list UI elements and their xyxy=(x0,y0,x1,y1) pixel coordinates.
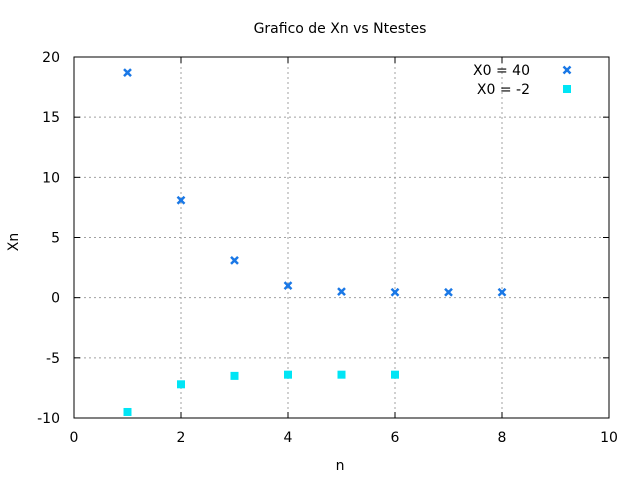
x-tick-label: 10 xyxy=(600,430,618,446)
data-point-series-2 xyxy=(177,380,185,389)
data-point-series-1 xyxy=(176,195,186,205)
y-tick-label: 15 xyxy=(42,110,60,126)
y-tick-label: -5 xyxy=(46,351,60,367)
y-axis-label: Xn xyxy=(6,233,22,251)
legend: X0 = 40 X0 = -2 xyxy=(473,63,572,98)
data-point-series-1 xyxy=(444,287,453,297)
data-point-series-2 xyxy=(391,370,399,379)
y-tick-label: 10 xyxy=(42,170,60,186)
data-point-series-1 xyxy=(123,68,132,78)
x-tick-label: 2 xyxy=(177,430,186,446)
legend-label-series-2: X0 = -2 xyxy=(477,82,530,98)
data-point-series-1 xyxy=(283,281,293,291)
data-point-series-2 xyxy=(337,370,346,379)
x-tick-label: 4 xyxy=(284,430,293,446)
data-points xyxy=(123,68,507,416)
axis-ticks: 0 2 4 6 8 10 -10 -5 0 5 10 15 20 xyxy=(37,50,618,446)
data-point-series-1 xyxy=(497,287,507,297)
grid xyxy=(74,57,609,418)
x-tick-label: 8 xyxy=(498,430,507,446)
data-point-series-2 xyxy=(230,371,239,380)
y-tick-label: 5 xyxy=(51,231,60,247)
y-tick-label: -10 xyxy=(37,411,60,427)
y-tick-label: 0 xyxy=(51,291,60,307)
data-point-series-1 xyxy=(230,255,239,265)
data-point-series-2 xyxy=(123,407,132,416)
x-tick-label: 0 xyxy=(70,430,79,446)
data-point-series-1 xyxy=(337,287,346,297)
data-point-series-2 xyxy=(284,370,292,379)
data-point-series-1 xyxy=(390,287,400,297)
x-tick-label: 6 xyxy=(391,430,400,446)
legend-label-series-1: X0 = 40 xyxy=(473,63,530,79)
y-tick-label: 20 xyxy=(42,50,60,66)
legend-marker-series-1 xyxy=(562,65,572,75)
legend-marker-series-2 xyxy=(563,85,571,93)
x-axis-label: n xyxy=(336,458,345,474)
chart-title: Grafico de Xn vs Ntestes xyxy=(254,21,427,37)
